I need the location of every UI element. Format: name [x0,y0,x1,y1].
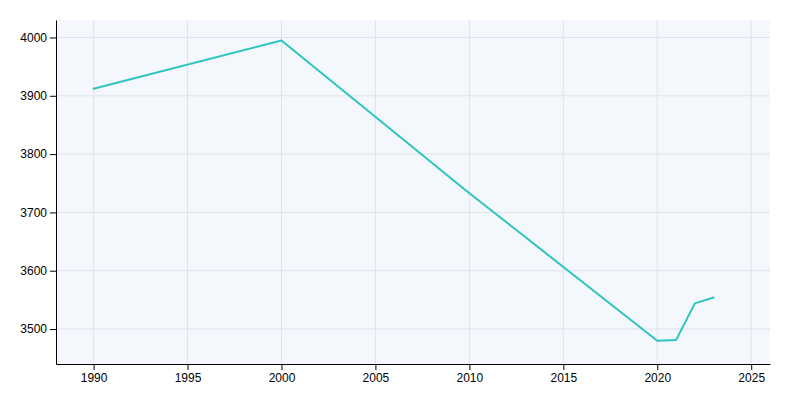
grid-line [56,270,770,271]
tick-mark [281,364,282,370]
grid-line [751,20,752,364]
grid-line [657,20,658,364]
line [94,40,714,340]
tick: 1995 [175,364,202,385]
tick-mark [50,37,56,38]
tick: 2020 [644,364,671,385]
tick-mark [657,364,658,370]
grid-line [56,37,770,38]
tick-label: 3500 [20,322,47,336]
tick-mark [563,364,564,370]
plot: 1990 1995 2000 2005 2010 2015 2020 2025 3500 3600… [20,20,770,385]
tick: 4000 [20,31,56,45]
tick-mark [188,364,189,370]
grid [56,20,770,364]
tick-mark [375,364,376,370]
tick-label: 2015 [550,371,577,385]
tick: 2025 [738,364,765,385]
axis-line [57,364,771,365]
tick: 2015 [550,364,577,385]
tick-label: 2000 [269,371,296,385]
tick-label: 1995 [175,371,202,385]
plot-background [56,20,770,364]
axis-line [56,21,57,365]
tick: 2000 [269,364,296,385]
tick-label: 3700 [20,206,47,220]
grid-line [56,154,770,155]
tick-label: 3800 [20,147,47,161]
tick: 3700 [20,206,56,220]
tick-mark [94,364,95,370]
grid-line [56,329,770,330]
tick-mark [50,271,56,272]
tick-mark [50,154,56,155]
grid-line [281,20,282,364]
tick: 2010 [457,364,484,385]
tick: 3900 [20,89,56,103]
grid-line [93,20,94,364]
tick-label: 2005 [363,371,390,385]
chart: 1990 1995 2000 2005 2010 2015 2020 2025 3500 3600… [0,0,800,400]
tick-label: 2010 [457,371,484,385]
y-axis: 3500 3600 3700 3800 3900 4000 [20,21,56,365]
grid-line [56,95,770,96]
tick: 2005 [363,364,390,385]
tick-label: 1990 [81,371,108,385]
tick-label: 3600 [20,264,47,278]
tick-mark [751,364,752,370]
tick-mark [50,329,56,330]
grid-line [563,20,564,364]
tick: 3600 [20,264,56,278]
tick: 3500 [20,322,56,336]
tick-label: 2020 [644,371,671,385]
grid-line [187,20,188,364]
x-axis: 1990 1995 2000 2005 2010 2015 2020 2025 [57,364,771,385]
tick-label: 3900 [20,89,47,103]
tick: 3800 [20,147,56,161]
tick-mark [50,96,56,97]
tick-label: 4000 [20,31,47,45]
marks [94,40,714,340]
grid-line [375,20,376,364]
tick-label: 2025 [738,371,765,385]
tick-mark [50,212,56,213]
tick: 1990 [81,364,108,385]
grid-line [56,212,770,213]
tick-mark [469,364,470,370]
